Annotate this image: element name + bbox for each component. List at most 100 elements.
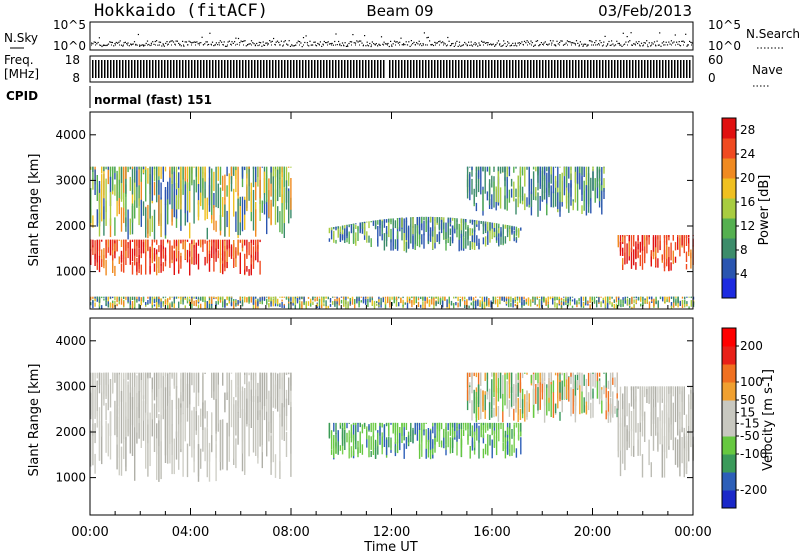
noise-point: [473, 43, 475, 45]
heatmap-cell: [261, 200, 263, 213]
freq-bar: [314, 60, 316, 78]
heatmap-cell: [138, 239, 140, 249]
heatmap-cell: [266, 372, 268, 400]
heatmap-cell: [400, 297, 402, 304]
heatmap-cell: [651, 296, 653, 298]
heatmap-cell: [484, 223, 487, 231]
heatmap-cell: [259, 297, 261, 302]
heatmap-cell: [552, 296, 554, 299]
heatmap-cell: [372, 422, 375, 433]
noise-point: [508, 42, 510, 44]
heatmap-cell: [417, 301, 420, 307]
heatmap-cell: [131, 239, 134, 242]
noise-point: [557, 43, 559, 45]
heatmap-cell: [255, 389, 257, 456]
heatmap-cell: [211, 435, 213, 452]
heatmap-cell: [524, 193, 526, 211]
heatmap-cell: [101, 425, 103, 465]
noise-point: [122, 45, 124, 47]
heatmap-cell: [167, 373, 169, 426]
heatmap-cell: [96, 410, 98, 428]
heatmap-cell: [637, 386, 639, 389]
heatmap-cell: [346, 227, 348, 239]
heatmap-cell: [473, 220, 476, 222]
heatmap-cell: [661, 254, 663, 261]
noise-point: [236, 43, 238, 45]
heatmap-cell: [673, 300, 675, 308]
heatmap-cell: [521, 186, 524, 201]
heatmap-cell: [153, 166, 156, 169]
heatmap-cell: [156, 372, 158, 397]
heatmap-cell: [399, 217, 401, 232]
freq-bar: [419, 60, 421, 78]
noise-point: [517, 42, 519, 44]
freq-bar: [257, 60, 259, 78]
noise-point: [646, 40, 648, 42]
heatmap-cell: [619, 417, 622, 451]
heatmap-cell: [134, 386, 136, 428]
heatmap-cell: [217, 250, 219, 259]
heatmap-cell: [418, 422, 421, 430]
heatmap-cell: [241, 299, 244, 307]
heatmap-cell: [471, 219, 474, 223]
noise-point: [440, 42, 442, 44]
heatmap-cell: [394, 422, 397, 436]
noise-point: [621, 45, 623, 47]
heatmap-cell: [219, 297, 222, 300]
heatmap-cell: [244, 253, 246, 270]
heatmap-cell: [545, 299, 547, 306]
noise-point: [200, 42, 202, 44]
heatmap-cell: [493, 372, 495, 397]
heatmap-cell: [401, 423, 403, 443]
heatmap-cell: [94, 240, 96, 259]
noise-point: [175, 40, 177, 42]
heatmap-cell: [230, 296, 233, 299]
heatmap-cell: [554, 296, 556, 301]
freq-bar: [140, 60, 142, 78]
heatmap-cell: [156, 239, 158, 245]
heatmap-cell: [423, 429, 425, 436]
heatmap-cell: [650, 411, 652, 437]
heatmap-cell: [235, 372, 237, 390]
freq-bar: [311, 60, 313, 78]
heatmap-cell: [226, 239, 228, 250]
noise-point: [435, 42, 437, 44]
noise-point: [156, 40, 158, 42]
heatmap-cell: [145, 303, 147, 307]
heatmap-cell: [666, 296, 668, 300]
heatmap-cell: [412, 217, 414, 235]
heatmap-cell: [149, 412, 151, 467]
heatmap-cell: [361, 222, 364, 229]
freq-bar: [383, 60, 385, 78]
colorbar-tick-label: -15: [740, 416, 760, 430]
freq-bar: [473, 60, 475, 78]
heatmap-cell: [145, 166, 147, 170]
freq-bar: [431, 60, 433, 78]
heatmap-cell: [576, 300, 578, 305]
heatmap-cell: [140, 239, 142, 254]
heatmap-cell: [473, 229, 476, 243]
heatmap-cell: [659, 386, 661, 411]
heatmap-cell: [587, 301, 589, 304]
heatmap-cell: [491, 194, 493, 210]
colorbar-tick-label: 12: [740, 219, 755, 233]
heatmap-cell: [189, 301, 191, 304]
heatmap-cell: [536, 296, 538, 299]
heatmap-cell: [125, 296, 127, 299]
heatmap-cell: [668, 423, 670, 447]
heatmap-cell: [103, 166, 105, 199]
heatmap-cell: [371, 297, 373, 301]
heatmap-cell: [417, 297, 420, 301]
heatmap-cell: [252, 166, 255, 188]
heatmap-cell: [449, 422, 452, 436]
heatmap-cell: [629, 298, 631, 305]
freq-bar: [512, 60, 514, 78]
heatmap-cell: [374, 220, 377, 230]
heatmap-cell: [471, 400, 473, 421]
heatmap-cell: [343, 298, 345, 306]
heatmap-cell: [525, 302, 527, 305]
heatmap-cell: [377, 226, 379, 243]
noise-point: [123, 42, 125, 44]
heatmap-cell: [112, 296, 114, 299]
